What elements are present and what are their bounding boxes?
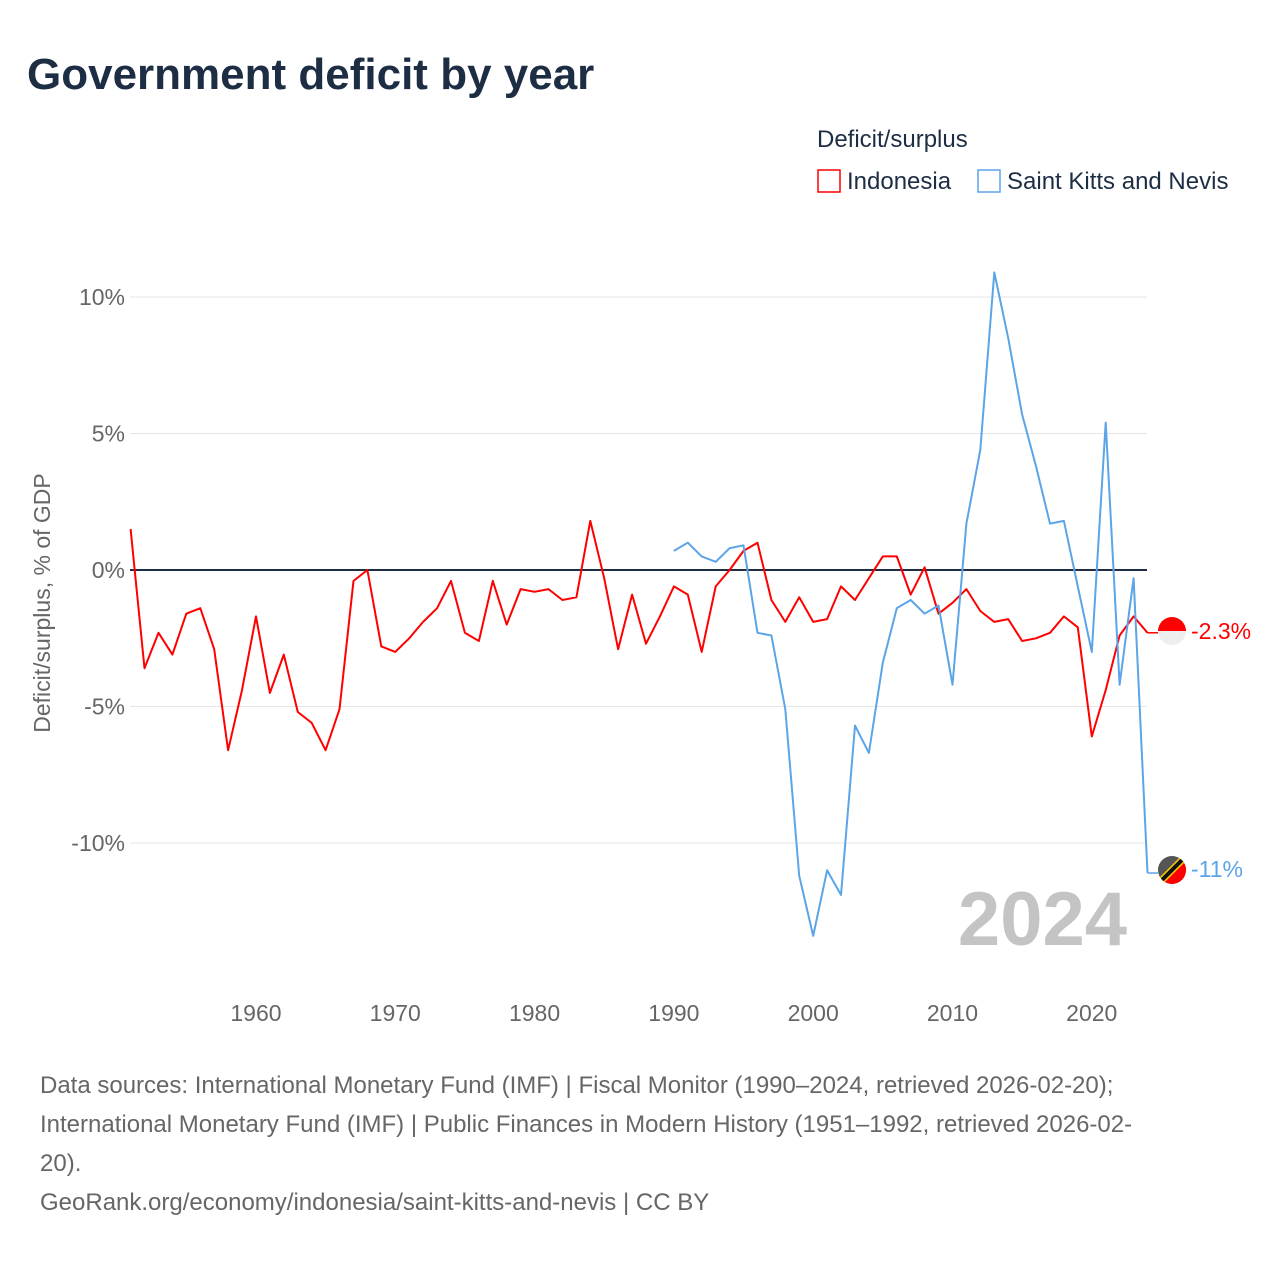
source-line-1: Data sources: International Monetary Fun… (40, 1072, 1114, 1099)
line-chart: 10% 5% 0% -5% -10% 1960 1970 1980 1990 2000 2010 2… (29, 126, 1251, 1026)
chart-title: Government deficit by year (27, 50, 595, 99)
source-line-3: 20). (40, 1150, 82, 1177)
saint-kitts-end-label: -11% (1191, 856, 1243, 882)
indonesia-end-label: -2.3% (1191, 618, 1251, 644)
legend-swatch-indonesia[interactable] (817, 169, 841, 193)
footer: Data sources: International Monetary Fun… (40, 1066, 1240, 1222)
series-line-saint-kitts-and-nevis[interactable] (673, 271, 1149, 937)
x-tick-label: 1980 (509, 1000, 560, 1026)
saint-kitts-flag-icon (1158, 856, 1186, 884)
legend-swatch-saint-kitts[interactable] (977, 169, 1001, 193)
series-line-indonesia[interactable] (129, 519, 1149, 752)
source-line-2: International Monetary Fund (IMF) | Publ… (40, 1111, 1133, 1138)
attribution-link[interactable]: GeoRank.org/economy/indonesia/saint-kitt… (40, 1189, 710, 1216)
end-labels: -2.3% -11% (1158, 617, 1251, 884)
y-tick-label: -5% (84, 694, 125, 720)
y-tick-label: 10% (79, 284, 125, 310)
y-axis-label: Deficit/surplus, % of GDP (29, 473, 55, 732)
y-tick-label: 5% (92, 421, 125, 447)
y-tick-label: 0% (92, 557, 125, 583)
legend-title: Deficit/surplus (817, 126, 968, 153)
indonesia-flag-icon (1158, 617, 1186, 645)
legend-label-indonesia[interactable]: Indonesia (847, 168, 952, 195)
year-watermark: 2024 (958, 877, 1127, 962)
x-tick-label: 2020 (1066, 1000, 1117, 1026)
x-tick-label: 1960 (230, 1000, 281, 1026)
y-tick-label: -10% (71, 830, 125, 856)
x-tick-label: 2010 (927, 1000, 978, 1026)
legend-label-saint-kitts[interactable]: Saint Kitts and Nevis (1007, 168, 1228, 195)
x-axis-ticks: 1960 1970 1980 1990 2000 2010 2020 (230, 1000, 1117, 1026)
x-tick-label: 2000 (788, 1000, 839, 1026)
x-tick-label: 1990 (648, 1000, 699, 1026)
series-lines (129, 271, 1158, 937)
y-axis-ticks: 10% 5% 0% -5% -10% (71, 284, 125, 856)
legend: Deficit/surplus Indonesia Saint Kitts an… (817, 126, 1228, 195)
x-tick-label: 1970 (370, 1000, 421, 1026)
